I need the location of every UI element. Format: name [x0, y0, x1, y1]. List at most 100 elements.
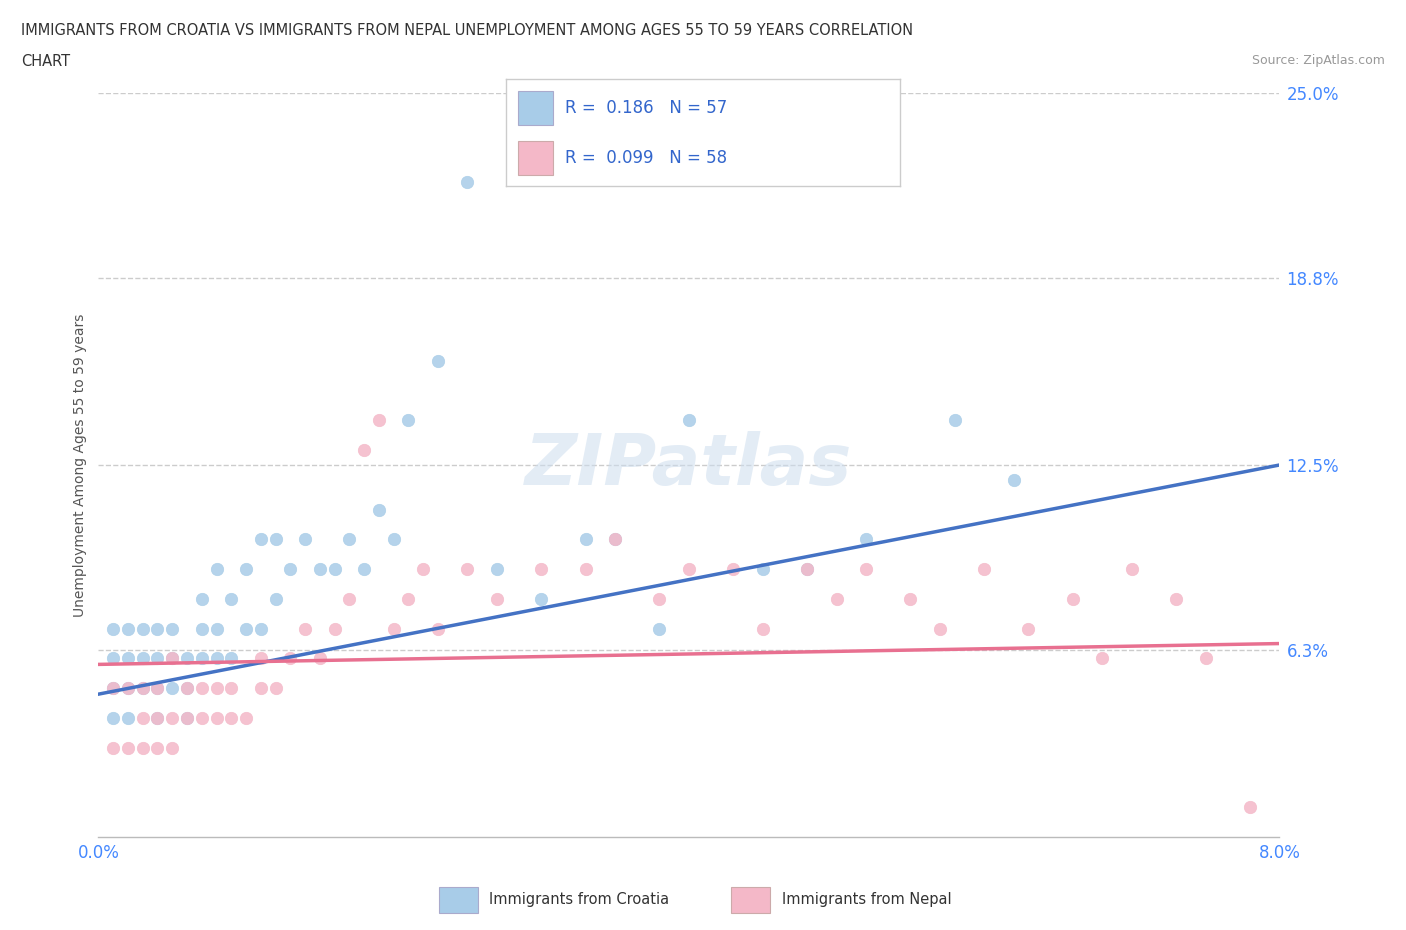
Point	[117, 651, 139, 666]
Point	[605, 532, 627, 547]
Point	[337, 591, 360, 606]
Point	[456, 562, 478, 577]
Point	[132, 621, 155, 636]
Point	[1164, 591, 1187, 606]
Point	[678, 562, 700, 577]
Point	[973, 562, 995, 577]
Point	[146, 681, 169, 696]
Point	[250, 651, 273, 666]
Point	[146, 651, 169, 666]
Point	[1091, 651, 1114, 666]
Point	[162, 651, 183, 666]
Point	[530, 562, 553, 577]
Point	[146, 621, 169, 636]
Text: R =  0.099   N = 58: R = 0.099 N = 58	[565, 149, 727, 167]
Point	[205, 711, 228, 725]
Point	[205, 562, 228, 577]
Point	[530, 591, 553, 606]
Text: CHART: CHART	[21, 54, 70, 69]
Point	[176, 681, 198, 696]
Y-axis label: Unemployment Among Ages 55 to 59 years: Unemployment Among Ages 55 to 59 years	[73, 313, 87, 617]
Text: Immigrants from Nepal: Immigrants from Nepal	[782, 892, 952, 908]
Point	[132, 651, 155, 666]
Point	[162, 651, 183, 666]
Point	[132, 681, 155, 696]
Point	[900, 591, 922, 606]
Point	[176, 651, 198, 666]
Point	[162, 681, 183, 696]
Point	[191, 591, 214, 606]
Point	[162, 621, 183, 636]
Point	[103, 681, 125, 696]
Point	[235, 562, 257, 577]
Point	[396, 591, 419, 606]
Text: IMMIGRANTS FROM CROATIA VS IMMIGRANTS FROM NEPAL UNEMPLOYMENT AMONG AGES 55 TO 5: IMMIGRANTS FROM CROATIA VS IMMIGRANTS FR…	[21, 23, 914, 38]
Point	[323, 621, 346, 636]
Point	[219, 711, 242, 725]
Point	[103, 681, 125, 696]
Point	[382, 621, 405, 636]
Point	[117, 621, 139, 636]
Point	[855, 562, 877, 577]
Point	[308, 651, 332, 666]
Point	[721, 562, 744, 577]
Point	[751, 621, 773, 636]
FancyBboxPatch shape	[517, 91, 554, 125]
Point	[796, 562, 818, 577]
Point	[278, 651, 302, 666]
Point	[1002, 472, 1025, 487]
Point	[1062, 591, 1084, 606]
Text: Immigrants from Croatia: Immigrants from Croatia	[489, 892, 669, 908]
Point	[191, 681, 214, 696]
Point	[426, 621, 449, 636]
Point	[367, 502, 389, 517]
Point	[146, 681, 169, 696]
Point	[278, 562, 302, 577]
Point	[943, 413, 966, 428]
Point	[205, 651, 228, 666]
Point	[367, 413, 389, 428]
Point	[132, 711, 155, 725]
Point	[678, 413, 700, 428]
Point	[353, 443, 375, 458]
Point	[396, 413, 419, 428]
Point	[205, 681, 228, 696]
Text: ZIPatlas: ZIPatlas	[526, 431, 852, 499]
Point	[117, 740, 139, 755]
FancyBboxPatch shape	[517, 141, 554, 175]
Point	[1121, 562, 1143, 577]
Point	[235, 711, 257, 725]
FancyBboxPatch shape	[439, 887, 478, 912]
Point	[574, 532, 596, 547]
Point	[264, 532, 287, 547]
Point	[264, 681, 287, 696]
Text: R =  0.186   N = 57: R = 0.186 N = 57	[565, 99, 727, 117]
Point	[191, 651, 214, 666]
Point	[176, 711, 198, 725]
Point	[648, 591, 671, 606]
Point	[117, 711, 139, 725]
Point	[382, 532, 405, 547]
FancyBboxPatch shape	[731, 887, 770, 912]
Point	[176, 711, 198, 725]
Point	[162, 740, 183, 755]
Point	[146, 711, 169, 725]
Point	[191, 711, 214, 725]
Point	[456, 175, 478, 190]
Point	[117, 681, 139, 696]
Point	[1239, 800, 1261, 815]
Point	[219, 681, 242, 696]
Point	[1194, 651, 1216, 666]
Point	[353, 562, 375, 577]
Point	[146, 740, 169, 755]
Point	[308, 562, 332, 577]
Point	[103, 621, 125, 636]
Point	[825, 591, 848, 606]
Point	[250, 621, 273, 636]
Point	[219, 651, 242, 666]
Point	[323, 562, 346, 577]
Point	[132, 740, 155, 755]
Point	[751, 562, 773, 577]
Point	[103, 711, 125, 725]
Point	[928, 621, 950, 636]
